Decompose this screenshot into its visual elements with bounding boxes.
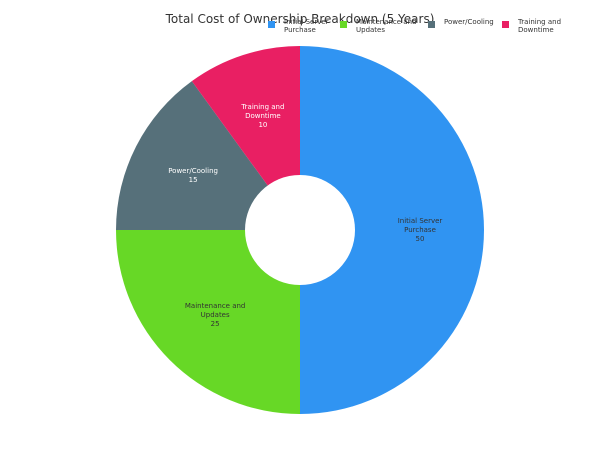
slice-value: 25 [211,320,220,328]
legend-item: Power/Cooling [428,18,494,28]
legend-label: Maintenance and Updates [356,18,416,34]
slice-label: Initial Server Purchase 50 [398,217,443,243]
slice-label-line: Updates [201,311,230,319]
chart-title: Total Cost of Ownership Breakdown (5 Yea… [165,12,435,26]
slice-label: Training and Downtime 10 [240,103,284,129]
slice-power-cooling [116,81,300,231]
legend-swatch [502,21,509,28]
slice-value: 15 [189,176,198,184]
legend-label: Power/Cooling [444,18,494,26]
slice-label-line: Power/Cooling [168,167,218,175]
slice-label: Maintenance and Updates 25 [185,302,245,328]
legend-swatch [340,21,347,28]
slice-label-line: Training and [240,103,284,111]
legend-swatch [268,21,275,28]
legend-label: Initial Server Purchase [284,18,329,34]
slice-label-line: Maintenance and [185,302,245,310]
legend-item: Maintenance and Updates [340,18,416,34]
slice-label: Power/Cooling 15 [168,167,218,184]
slice-maintenance-and-updates [116,230,300,414]
slice-value: 10 [258,121,267,129]
slice-label-line: Downtime [245,112,281,120]
slice-labels: Initial Server Purchase 50 Maintenance and U… [168,103,442,328]
legend-item: Training and Downtime [502,18,561,34]
slice-label-line: Initial Server [398,217,443,225]
legend-swatch [428,21,435,28]
slice-value: 50 [416,235,425,243]
slice-label-line: Purchase [404,226,436,234]
donut-hole [245,175,355,285]
chart-legend: Initial Server Purchase Maintenance and Upd… [268,18,561,34]
legend-item: Initial Server Purchase [268,18,329,34]
legend-label: Training and Downtime [517,18,561,34]
slice-initial-server-purchase [300,46,484,414]
